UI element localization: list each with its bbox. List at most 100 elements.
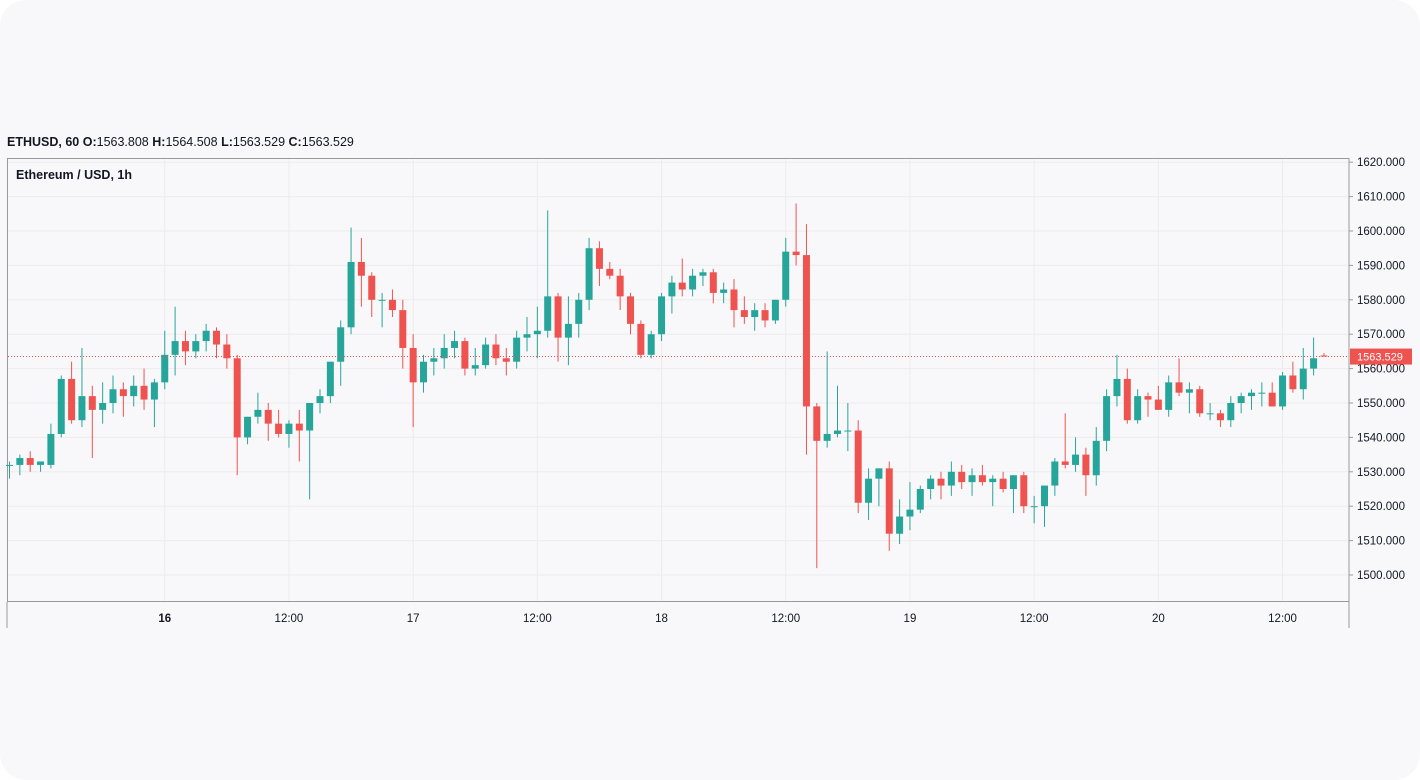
y-tick-label: 1560.000	[1357, 364, 1405, 376]
candle-down	[554, 296, 562, 338]
candle-up	[1310, 358, 1318, 369]
candle-down	[1320, 355, 1328, 357]
open-value: 1563.808	[96, 135, 149, 149]
chart-title: Ethereum / USD, 1h	[16, 168, 132, 182]
candle-up	[751, 310, 759, 317]
candle-down	[978, 475, 986, 483]
x-tick-label: 12:00	[275, 613, 304, 625]
y-tick-label: 1580.000	[1357, 295, 1405, 307]
candle-up	[78, 396, 86, 421]
candle-up	[544, 296, 552, 331]
candle-up	[1113, 378, 1121, 397]
candle-up	[440, 347, 448, 359]
y-tick-label: 1570.000	[1357, 329, 1405, 341]
y-tick-label: 1520.000	[1357, 501, 1405, 513]
candle-down	[1154, 399, 1162, 410]
candle-down	[1123, 378, 1131, 421]
candle-up	[57, 378, 65, 434]
candle-up	[564, 323, 572, 338]
candle-up	[865, 478, 873, 503]
candle-up	[1051, 461, 1059, 486]
candle-down	[461, 341, 469, 369]
candle-down	[958, 471, 966, 483]
candle-up	[533, 330, 541, 335]
candle-up	[99, 403, 107, 410]
candle-up	[1258, 392, 1266, 394]
y-tick-label: 1620.000	[1357, 157, 1405, 169]
candle-up	[1206, 413, 1214, 415]
candle-up	[844, 430, 852, 432]
candle-up	[989, 478, 997, 483]
chart-plot-area[interactable]	[7, 158, 1349, 602]
candle-up	[575, 299, 583, 324]
candle-down	[678, 282, 686, 290]
candle-up	[1134, 396, 1142, 421]
candle-up	[1279, 375, 1287, 407]
candle-down	[937, 478, 945, 486]
candle-down	[275, 423, 283, 434]
candle-up	[1299, 368, 1307, 390]
candle-down	[1020, 475, 1028, 507]
candle-up	[1092, 440, 1100, 476]
candle-up	[689, 275, 697, 290]
candle-up	[244, 416, 252, 438]
candle-down	[740, 310, 748, 317]
x-tick-label: 19	[904, 613, 917, 625]
candle-down	[1082, 454, 1090, 476]
candle-down	[233, 358, 241, 438]
low-value: 1563.529	[232, 135, 286, 149]
candle-down	[26, 458, 34, 465]
candle-down	[709, 272, 717, 293]
symbol-label: ETHUSD, 60	[7, 135, 80, 149]
candle-up	[668, 282, 676, 297]
close-value: 1563.529	[301, 135, 354, 149]
y-tick-label: 1550.000	[1357, 398, 1405, 410]
candle-up	[523, 334, 531, 338]
candle-down	[1144, 396, 1152, 400]
candle-up	[316, 396, 324, 403]
candle-down	[492, 344, 500, 359]
candle-up	[947, 471, 955, 486]
candle-up	[1103, 396, 1111, 441]
ohlc-legend: ETHUSD, 60 O:1563.808 H:1564.508 L:1563.…	[7, 135, 354, 153]
x-tick-label: 12:00	[1268, 613, 1297, 625]
high-label: H:	[152, 135, 166, 149]
x-tick-label: 20	[1152, 613, 1165, 625]
candle-down	[595, 248, 603, 269]
open-label: O:	[82, 135, 97, 149]
candle-up	[834, 430, 841, 434]
y-tick-label: 1540.000	[1357, 432, 1405, 444]
candle-up	[150, 382, 158, 400]
candle-up	[1041, 485, 1048, 507]
candle-up	[16, 458, 24, 465]
candle-up	[658, 296, 666, 335]
close-label: C:	[288, 135, 302, 149]
candle-up	[6, 464, 13, 466]
candle-down	[502, 358, 510, 362]
candle-down	[885, 468, 893, 534]
candle-down	[388, 299, 396, 311]
candle-up	[378, 299, 386, 301]
candle-up	[482, 344, 490, 366]
candle-up	[823, 433, 831, 441]
candle-up	[109, 389, 117, 403]
candle-down	[637, 323, 645, 355]
candle-up	[1248, 392, 1255, 397]
candle-up	[1165, 382, 1173, 410]
candle-up	[916, 489, 924, 510]
candle-down	[1268, 392, 1276, 407]
candle-up	[968, 475, 976, 483]
last-price-label: 1563.529	[1357, 352, 1403, 364]
x-tick-label: 12:00	[771, 613, 800, 625]
candle-up	[1237, 396, 1245, 403]
candle-up	[1227, 403, 1235, 421]
candle-down	[999, 478, 1007, 489]
candle-up	[1009, 475, 1017, 489]
candle-up	[254, 409, 262, 417]
candle-up	[927, 478, 935, 489]
candle-up	[430, 358, 438, 362]
candle-up	[192, 341, 200, 352]
candle-down	[368, 275, 376, 300]
y-tick-label: 1510.000	[1357, 536, 1405, 548]
